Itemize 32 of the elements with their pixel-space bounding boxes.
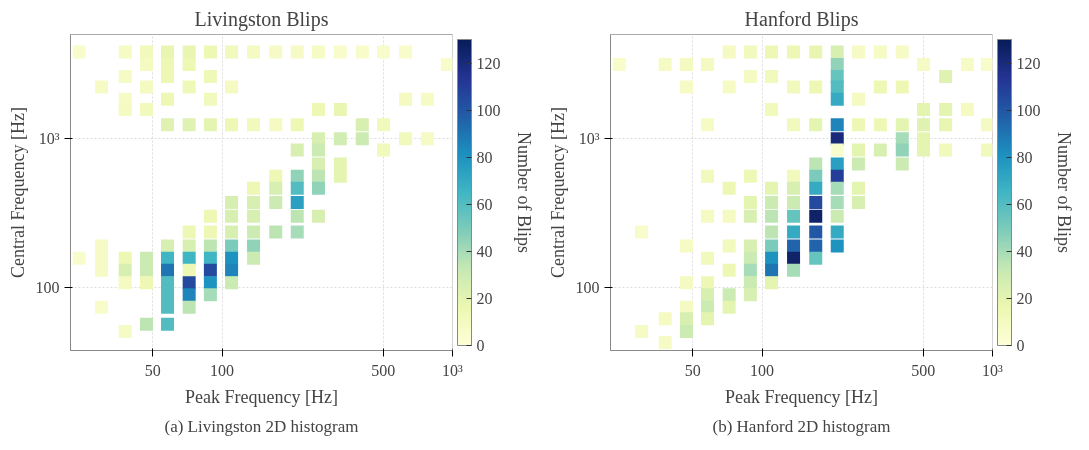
color-bar-label: 120: [1016, 54, 1041, 72]
color-bar-label: 100: [476, 101, 501, 119]
x-tick-label: 50: [144, 361, 161, 379]
y-axis-title: Central Frequency [Hz]: [7, 107, 28, 278]
chart-title: Hanford Blips: [744, 7, 859, 31]
color-bar-label: 40: [1016, 242, 1033, 260]
color-bar-label: 80: [476, 148, 493, 166]
color-bar-label: 120: [476, 54, 501, 72]
color-bar-title: Number of Blips: [1053, 132, 1074, 253]
text: (a) Livingston 2D histogram: [164, 416, 359, 436]
color-bar-label: 20: [1016, 289, 1033, 307]
x-tick-label: 10³: [442, 361, 464, 379]
color-bar-label: 40: [476, 242, 493, 260]
x-tick-label: 500: [371, 361, 396, 379]
x-tick-label: 10³: [982, 361, 1004, 379]
color-bar-label: 0: [1016, 337, 1025, 354]
x-axis-title: Peak Frequency [Hz]: [185, 386, 338, 407]
x-tick-label: 50: [684, 361, 701, 379]
y-axis-title: Central Frequency [Hz]: [547, 107, 568, 278]
color-bar-label: 100: [1016, 101, 1041, 119]
color-bar-label: 60: [1016, 195, 1033, 213]
color-bar-title: Number of Blips: [513, 132, 534, 253]
x-axis-title: Peak Frequency [Hz]: [725, 386, 878, 407]
x-tick-label: 500: [911, 361, 936, 379]
chart-title: Livingston Blips: [194, 7, 329, 31]
color-bar-label: 80: [1016, 148, 1033, 166]
x-tick-label: 100: [750, 361, 775, 379]
x-tick-label: 100: [210, 361, 235, 379]
color-bar-label: 60: [476, 195, 493, 213]
text: (b) Hanford 2D histogram: [712, 416, 891, 436]
color-bar-label: 0: [476, 337, 485, 354]
color-bar-label: 20: [476, 289, 493, 307]
